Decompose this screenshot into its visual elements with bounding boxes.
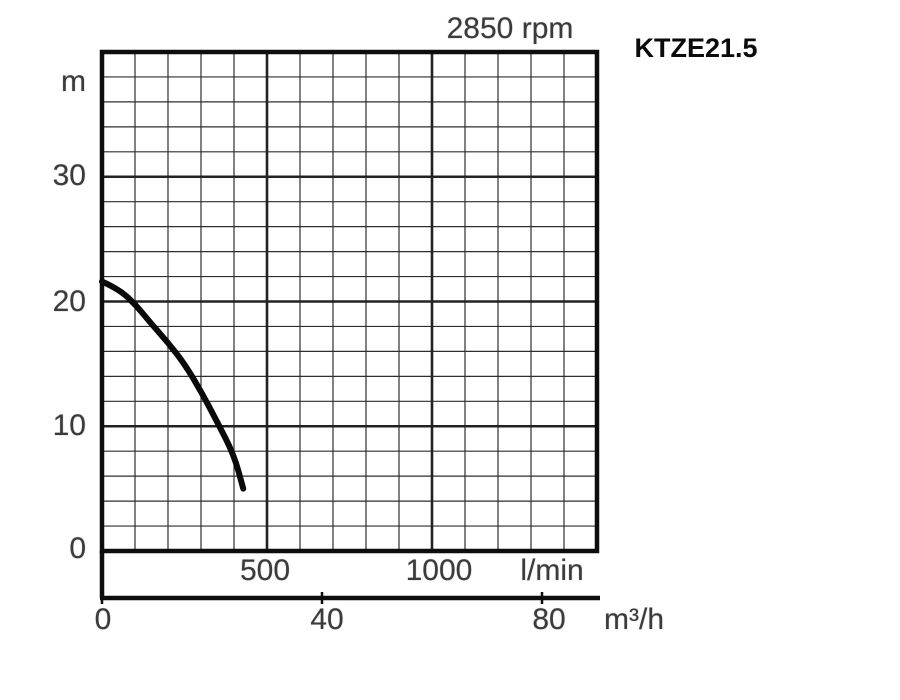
y-tick-label-0: 0	[69, 532, 86, 565]
x-tick-label-500: 500	[239, 554, 291, 587]
plot-border	[99, 49, 600, 554]
grid-minor-lines	[102, 52, 597, 551]
x-tick-label-1000: 1000	[405, 554, 473, 587]
pump-model-label: KTZE21.5	[634, 33, 758, 63]
x2-tick-label-40: 40	[310, 603, 344, 636]
y-tick-label-20: 20	[52, 285, 86, 318]
secondary-axis	[99, 551, 600, 604]
y-tick-label-30: 30	[52, 159, 86, 192]
pump-curve	[99, 278, 247, 492]
y-axis-unit-label: m	[61, 65, 86, 98]
x2-tick-label-0: 0	[94, 603, 112, 636]
y-tick-label-10: 10	[52, 409, 86, 442]
chart-title: 2850 rpm	[446, 12, 574, 45]
grid-major-lines	[102, 52, 597, 551]
x-axis-unit-label: l/min	[520, 554, 584, 587]
x2-axis-unit-label: m³/h	[604, 603, 664, 636]
x2-tick-label-80: 80	[532, 603, 566, 636]
